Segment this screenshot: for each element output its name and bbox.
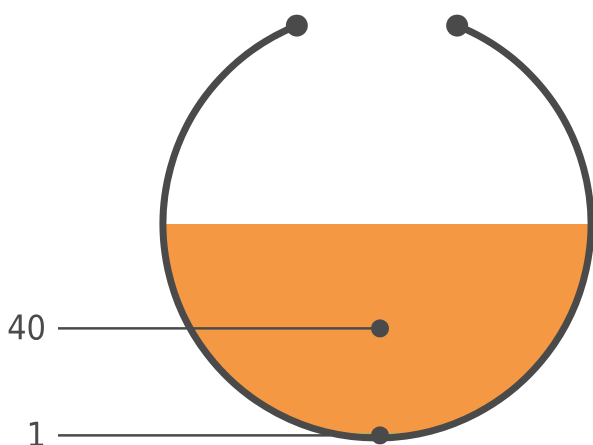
rim-knob-left [285,14,308,37]
leader-dot-0 [371,426,389,445]
annotations: 1 40 [7,308,389,445]
rim-knob-right [446,14,469,37]
value-label-0: 1 [27,415,46,445]
value-label-1: 40 [7,308,46,348]
leader-dot-1 [371,319,389,338]
